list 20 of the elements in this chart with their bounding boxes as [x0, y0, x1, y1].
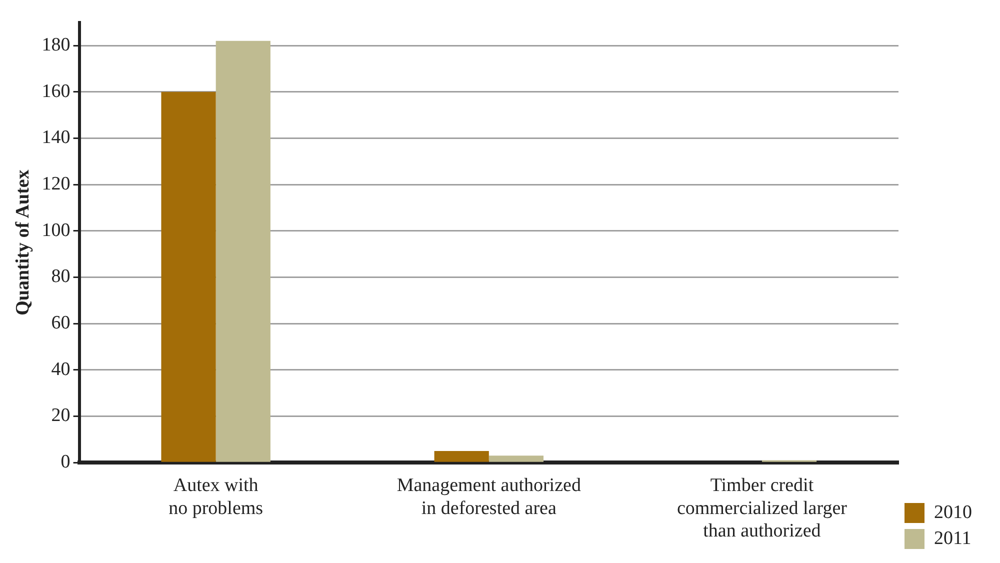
y-tick-label: 0 — [60, 452, 70, 473]
y-tick-label: 180 — [42, 34, 70, 56]
legend-label: 2011 — [934, 528, 972, 549]
bar — [488, 456, 544, 462]
y-tick-label: 120 — [42, 174, 70, 195]
x-tick-label: Timber credit commercialized larger than authorized — [676, 474, 848, 542]
bar — [434, 451, 489, 462]
y-tick-label: 100 — [42, 220, 70, 241]
y-tick-label: 160 — [42, 80, 70, 102]
y-tick-label: 140 — [42, 127, 70, 148]
x-tick-label: Autex with no problems — [168, 474, 264, 519]
y-tick-label: 40 — [51, 358, 70, 380]
legend-label: 2010 — [934, 502, 972, 523]
y-tick-label: 20 — [51, 405, 70, 426]
x-tick-label: Management authorized in deforested area — [396, 474, 582, 519]
bar — [216, 40, 270, 462]
y-axis-title: Quantity of Autex — [12, 169, 34, 316]
y-tick-label: 80 — [51, 266, 70, 288]
bar — [161, 92, 216, 462]
y-tick-label: 60 — [51, 312, 70, 334]
